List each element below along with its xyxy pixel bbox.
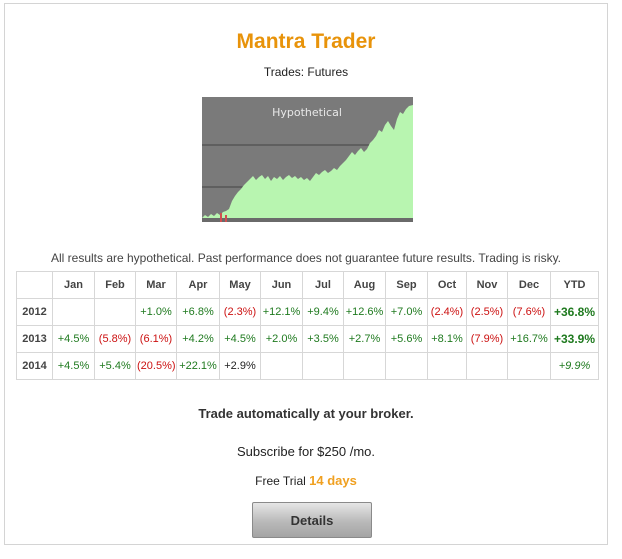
column-header [16, 271, 53, 299]
free-trial-days: 14 days [309, 473, 357, 488]
month-return-cell: +12.1% [260, 298, 303, 326]
strategy-card: Mantra Trader Trades: Futures Hypothetic… [4, 3, 608, 545]
column-header: Dec [507, 271, 551, 299]
page-title: Mantra Trader [236, 30, 376, 53]
month-return-cell: +5.4% [94, 352, 136, 380]
month-return-cell [507, 352, 551, 380]
subscription-price: Subscribe for $250 /mo. [236, 444, 376, 459]
year-cell: 2012 [16, 298, 53, 326]
column-header: Feb [94, 271, 136, 299]
free-trial-label: Free Trial [255, 474, 306, 488]
month-return-cell: +6.8% [176, 298, 220, 326]
month-return-cell: +2.7% [343, 325, 386, 353]
ytd-cell: +36.8% [550, 298, 599, 326]
month-return-cell [52, 298, 95, 326]
table-header-row: Jan Feb Mar Apr May Jun Jul Aug Sep Oct … [16, 271, 599, 299]
month-return-cell: (6.1%) [135, 325, 177, 353]
month-return-cell: (7.9%) [466, 325, 508, 353]
month-return-cell: +4.5% [219, 325, 261, 353]
column-header: May [219, 271, 261, 299]
month-return-cell [343, 352, 386, 380]
table-row: 2012 +1.0% +6.8% (2.3%) +12.1% +9.4% +12… [16, 298, 599, 326]
month-return-cell [94, 298, 136, 326]
column-header: Nov [466, 271, 508, 299]
month-return-cell: +4.5% [52, 325, 95, 353]
ytd-cell: +33.9% [550, 325, 599, 353]
monthly-performance-table: Jan Feb Mar Apr May Jun Jul Aug Sep Oct … [16, 271, 599, 380]
drawdown-marker [225, 215, 227, 222]
column-header: Mar [135, 271, 177, 299]
column-header: Aug [343, 271, 386, 299]
month-return-cell: (5.8%) [94, 325, 136, 353]
equity-chart: Hypothetical [202, 97, 413, 222]
cta-headline: Trade automatically at your broker. [198, 406, 414, 421]
month-return-cell: +2.9% [219, 352, 261, 380]
column-header: Jul [302, 271, 344, 299]
table-row: 2014 +4.5% +5.4% (20.5%) +22.1% +2.9% +9… [16, 352, 599, 380]
equity-chart-baseline [202, 218, 413, 222]
month-return-cell: +22.1% [176, 352, 220, 380]
month-return-cell: +16.7% [507, 325, 551, 353]
column-header: Oct [427, 271, 467, 299]
year-cell: 2013 [16, 325, 53, 353]
month-return-cell: +4.2% [176, 325, 220, 353]
column-header: Jun [260, 271, 303, 299]
equity-chart-label: Hypothetical [272, 106, 342, 119]
month-return-cell: (2.4%) [427, 298, 467, 326]
equity-curve-area [202, 105, 413, 218]
month-return-cell: (2.3%) [219, 298, 261, 326]
month-return-cell: (7.6%) [507, 298, 551, 326]
month-return-cell: +2.0% [260, 325, 303, 353]
trades-subtitle: Trades: Futures [263, 65, 349, 79]
ytd-cell: +9.9% [550, 352, 599, 380]
month-return-cell: +8.1% [427, 325, 467, 353]
month-return-cell: +3.5% [302, 325, 344, 353]
month-return-cell: +4.5% [52, 352, 95, 380]
month-return-cell: +7.0% [385, 298, 428, 326]
free-trial-text: Free Trial 14 days [5, 473, 607, 488]
drawdown-marker [220, 213, 222, 222]
table-row: 2013 +4.5% (5.8%) (6.1%) +4.2% +4.5% +2.… [16, 325, 599, 353]
disclaimer-text: All results are hypothetical. Past perfo… [50, 251, 562, 265]
month-return-cell: +9.4% [302, 298, 344, 326]
month-return-cell: (2.5%) [466, 298, 508, 326]
column-header: Apr [176, 271, 220, 299]
details-button[interactable]: Details [252, 502, 372, 538]
column-header: Sep [385, 271, 428, 299]
month-return-cell [385, 352, 428, 380]
month-return-cell [302, 352, 344, 380]
year-cell: 2014 [16, 352, 53, 380]
month-return-cell: (20.5%) [135, 352, 177, 380]
column-header: Jan [52, 271, 95, 299]
month-return-cell: +5.6% [385, 325, 428, 353]
month-return-cell [466, 352, 508, 380]
column-header: YTD [550, 271, 599, 299]
month-return-cell [260, 352, 303, 380]
month-return-cell [427, 352, 467, 380]
month-return-cell: +12.6% [343, 298, 386, 326]
month-return-cell: +1.0% [135, 298, 177, 326]
